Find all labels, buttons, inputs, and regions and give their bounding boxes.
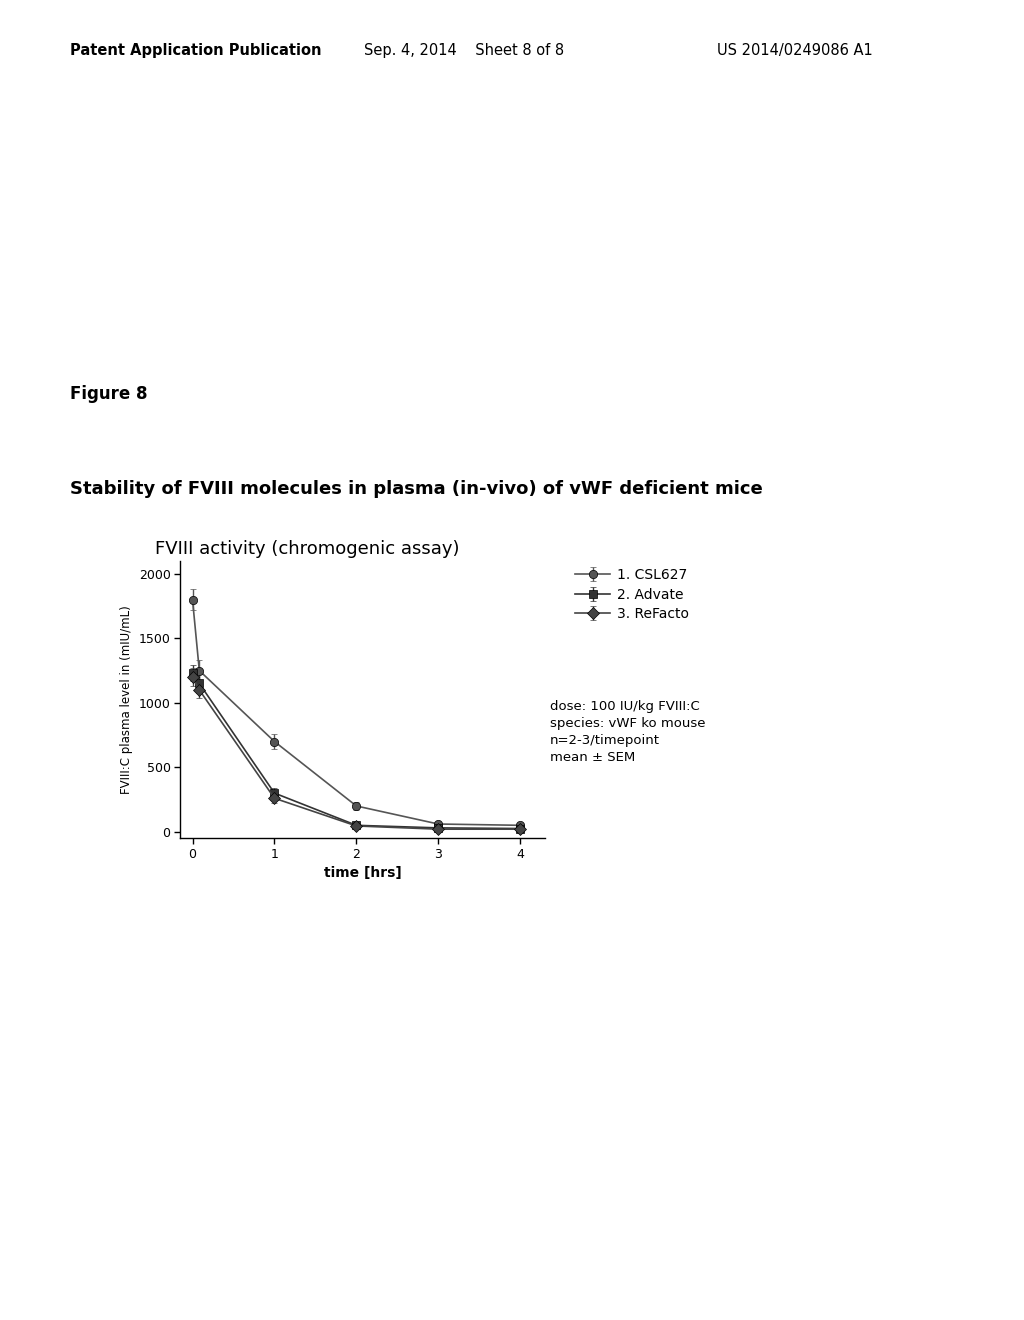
Text: dose: 100 IU/kg FVIII:C
species: vWF ko mouse
n=2-3/timepoint
mean ± SEM: dose: 100 IU/kg FVIII:C species: vWF ko …	[550, 700, 706, 763]
Text: Figure 8: Figure 8	[70, 385, 147, 404]
X-axis label: time [hrs]: time [hrs]	[324, 866, 401, 880]
Text: US 2014/0249086 A1: US 2014/0249086 A1	[717, 42, 872, 58]
Text: FVIII activity (chromogenic assay): FVIII activity (chromogenic assay)	[155, 540, 460, 558]
Text: Sep. 4, 2014    Sheet 8 of 8: Sep. 4, 2014 Sheet 8 of 8	[364, 42, 563, 58]
Text: Stability of FVIII molecules in plasma (in-vivo) of vWF deficient mice: Stability of FVIII molecules in plasma (…	[70, 480, 763, 499]
Text: Patent Application Publication: Patent Application Publication	[70, 42, 322, 58]
Legend: 1. CSL627, 2. Advate, 3. ReFacto: 1. CSL627, 2. Advate, 3. ReFacto	[570, 562, 694, 627]
Y-axis label: FVIII:C plasma level in (mIU/mL): FVIII:C plasma level in (mIU/mL)	[120, 606, 133, 793]
